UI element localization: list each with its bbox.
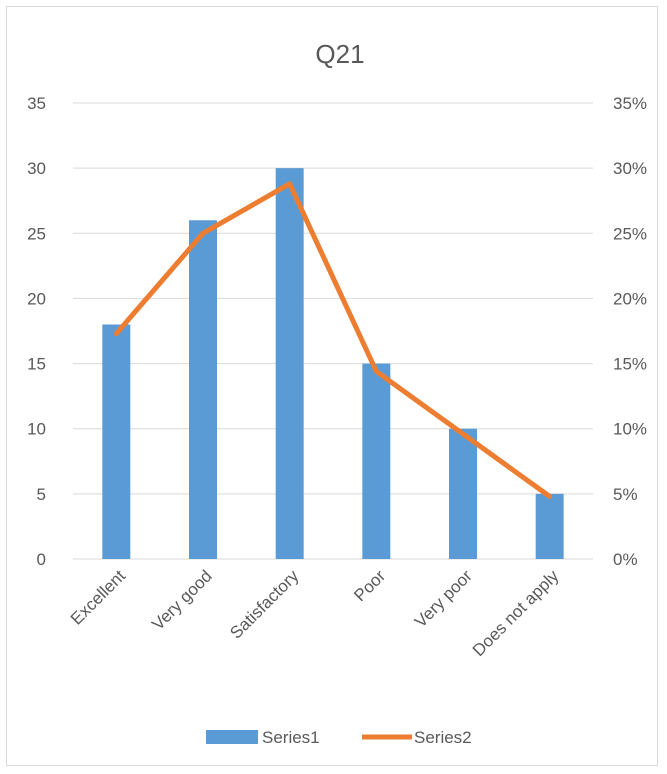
bar-does-not-apply xyxy=(535,493,564,559)
left-tick-label: 10 xyxy=(27,420,46,439)
left-tick-label: 5 xyxy=(37,485,46,504)
left-tick-label: 15 xyxy=(27,355,46,374)
series2-polyline xyxy=(113,181,553,499)
left-tick-label: 25 xyxy=(27,224,46,243)
series2-line xyxy=(113,181,553,499)
right-tick-label: 5% xyxy=(613,485,638,504)
right-tick-label: 15% xyxy=(613,355,647,374)
bar-poor xyxy=(362,363,391,559)
bar-satisfactory xyxy=(275,168,304,559)
category-label: Very poor xyxy=(411,566,476,631)
category-label: Excellent xyxy=(67,566,129,628)
category-label: Satisfactory xyxy=(226,566,303,643)
category-labels: Excellent Very good Satisfactory Poor Very p… xyxy=(67,566,563,660)
legend-label-series1: Series1 xyxy=(262,728,320,747)
right-tick-label: 30% xyxy=(613,159,647,178)
right-tick-label: 10% xyxy=(613,420,647,439)
right-tick-label: 0% xyxy=(613,550,638,569)
left-tick-label: 35 xyxy=(27,94,46,113)
right-tick-label: 25% xyxy=(613,224,647,243)
right-tick-label: 35% xyxy=(613,94,647,113)
bar-excellent xyxy=(102,324,131,559)
category-label: Poor xyxy=(350,566,389,605)
left-tick-label: 30 xyxy=(27,159,46,178)
right-tick-label: 20% xyxy=(613,289,647,308)
gridlines xyxy=(73,102,593,560)
legend-label-series2: Series2 xyxy=(414,728,472,747)
category-label: Very good xyxy=(148,566,216,634)
left-tick-label: 0 xyxy=(37,550,46,569)
legend-swatch-series1 xyxy=(206,730,258,744)
chart-title: Q21 xyxy=(315,39,364,69)
left-tick-label: 20 xyxy=(27,289,46,308)
legend: Series1 Series2 xyxy=(206,728,472,747)
bar-very-good xyxy=(189,220,217,559)
left-axis-ticks: 0 5 10 15 20 25 30 35 xyxy=(27,94,46,569)
right-axis-ticks: 0% 5% 10% 15% 20% 25% 30% 35% xyxy=(613,94,647,569)
bar-very-poor xyxy=(449,428,477,559)
series1-bars xyxy=(102,168,564,559)
category-label: Does not apply xyxy=(469,566,563,660)
